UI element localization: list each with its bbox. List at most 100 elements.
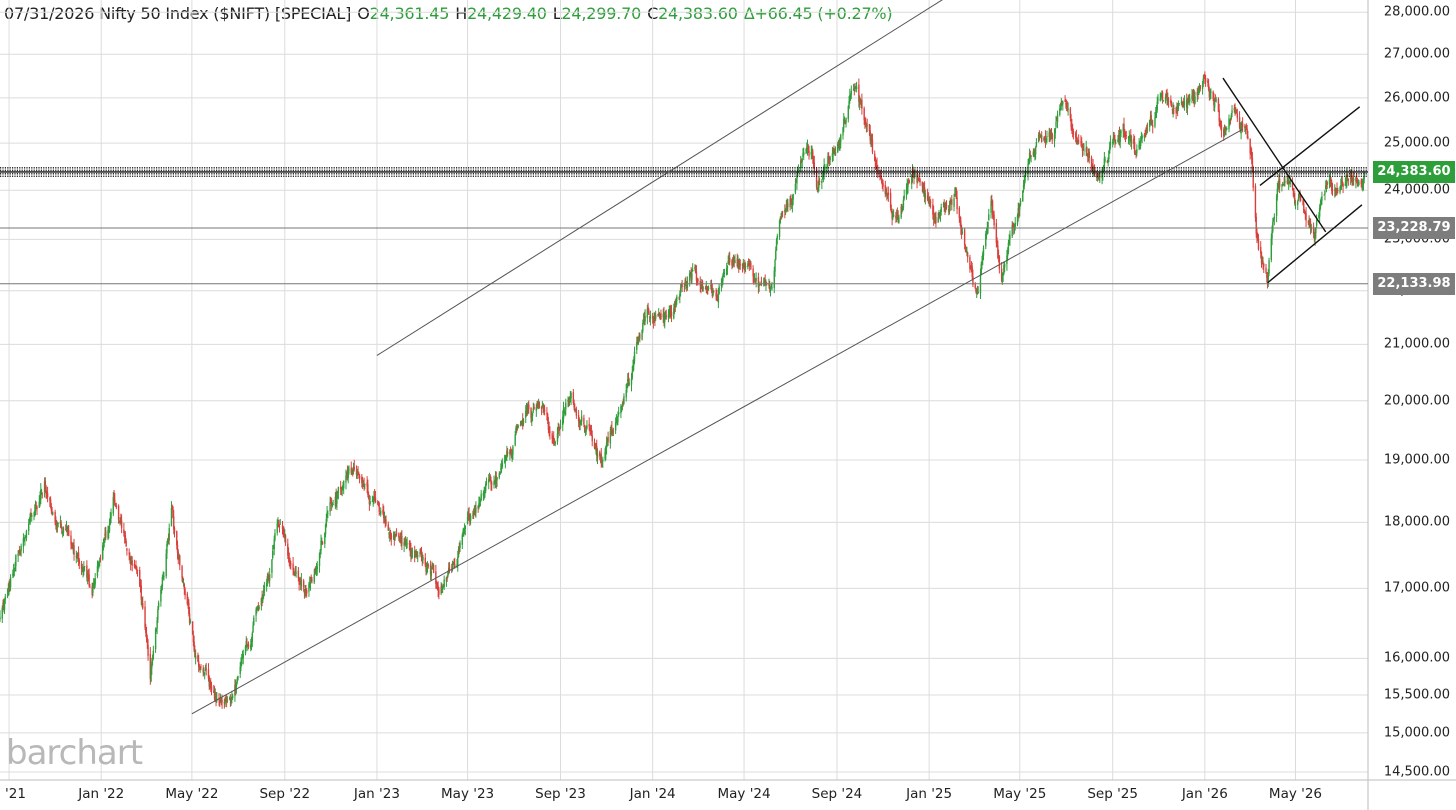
candle-up: [1349, 173, 1352, 180]
header-date: 07/31/2026: [4, 4, 95, 23]
candle-down: [658, 313, 661, 315]
candle-down: [289, 560, 291, 564]
candle-up: [236, 678, 238, 683]
candle-up: [1358, 181, 1360, 186]
candle-up: [525, 410, 527, 418]
candle-down: [147, 644, 149, 656]
candle-down: [1361, 183, 1363, 185]
candle-up: [1155, 109, 1158, 114]
y-tick-label: 27,000.00: [1383, 46, 1450, 62]
candle-down: [583, 425, 586, 433]
candle-up: [398, 536, 401, 538]
candle-up: [369, 501, 371, 504]
candle-up: [315, 568, 318, 570]
candle-down: [974, 284, 976, 289]
candle-down: [441, 584, 443, 589]
candle-down: [568, 399, 570, 403]
candle-down: [752, 268, 754, 277]
candle-down: [1331, 184, 1333, 191]
candle-up: [1268, 260, 1270, 274]
candle-up: [584, 430, 587, 432]
candle-down: [1197, 91, 1199, 96]
y-tick-label: 16,000.00: [1383, 650, 1450, 666]
candle-up: [664, 316, 666, 323]
candle-up: [763, 281, 766, 285]
candle-down: [50, 506, 53, 511]
candle-up: [1271, 230, 1273, 239]
candle-down: [171, 507, 173, 509]
x-tick-label: Jan '22: [78, 786, 125, 802]
candle-up: [810, 152, 812, 155]
candle-down: [87, 573, 90, 577]
candle-down: [172, 507, 174, 518]
candle-up: [616, 421, 618, 422]
candle-up: [1176, 106, 1178, 111]
candle-up: [1198, 85, 1201, 90]
candle-down: [448, 565, 451, 571]
candle-up: [870, 138, 872, 142]
candle-up: [239, 666, 241, 674]
candle-down: [36, 507, 38, 509]
candle-down: [880, 178, 883, 179]
candle-down: [1309, 222, 1312, 230]
candle-up: [1030, 155, 1032, 157]
candle-down: [590, 429, 593, 436]
candle-down: [126, 548, 128, 551]
candle-up: [749, 263, 751, 266]
candle-up: [463, 531, 465, 533]
candle-up: [1202, 78, 1205, 84]
header-change-label: Δ: [743, 4, 755, 23]
candle-up: [1143, 134, 1146, 138]
candle-down: [384, 520, 386, 522]
candle-up: [762, 282, 765, 284]
candle-down: [361, 477, 363, 483]
candle-down: [225, 699, 227, 701]
candle-up: [988, 214, 990, 221]
candle-up: [980, 264, 982, 275]
candle-up: [1034, 153, 1036, 156]
candle-down: [881, 180, 883, 185]
candle-down: [432, 565, 435, 573]
candle-up: [24, 536, 27, 538]
candle-down: [99, 558, 102, 560]
candle-up: [488, 476, 491, 480]
candle-down: [998, 256, 1001, 269]
candle-down: [1346, 175, 1349, 177]
candle-down: [901, 205, 903, 210]
candle-down: [660, 313, 662, 320]
candle-up: [293, 572, 296, 575]
candle-up: [6, 594, 9, 597]
candle-down: [468, 513, 470, 518]
candle-down: [1167, 101, 1170, 102]
candle-up: [1149, 117, 1152, 119]
candle-up: [954, 194, 956, 197]
candle-down: [929, 202, 931, 204]
candle-down: [1114, 139, 1116, 143]
candle-up: [337, 487, 340, 493]
x-tick-label: Jan '26: [1181, 786, 1228, 802]
candle-down: [1251, 158, 1254, 170]
candle-down: [133, 564, 136, 567]
candle-down: [1199, 85, 1202, 89]
candle-down: [956, 197, 958, 210]
candle-up: [1011, 224, 1013, 237]
candle-down: [357, 471, 359, 473]
candle-down: [997, 245, 999, 258]
candle-up: [939, 212, 942, 217]
x-tick-label: May '22: [165, 786, 219, 802]
candle-down: [1150, 115, 1152, 123]
candle-up: [1087, 152, 1090, 156]
candle-down: [538, 401, 541, 409]
candle-down: [1330, 178, 1332, 184]
candle-up: [228, 698, 231, 700]
candle-down: [46, 493, 49, 498]
candle-down: [964, 245, 967, 249]
candle-down: [489, 475, 491, 481]
candle-up: [852, 88, 855, 91]
candle-up: [781, 212, 783, 218]
candle-up: [839, 142, 841, 145]
candle-up: [327, 513, 329, 515]
candle-up: [985, 233, 987, 247]
candle-up: [1318, 208, 1321, 217]
